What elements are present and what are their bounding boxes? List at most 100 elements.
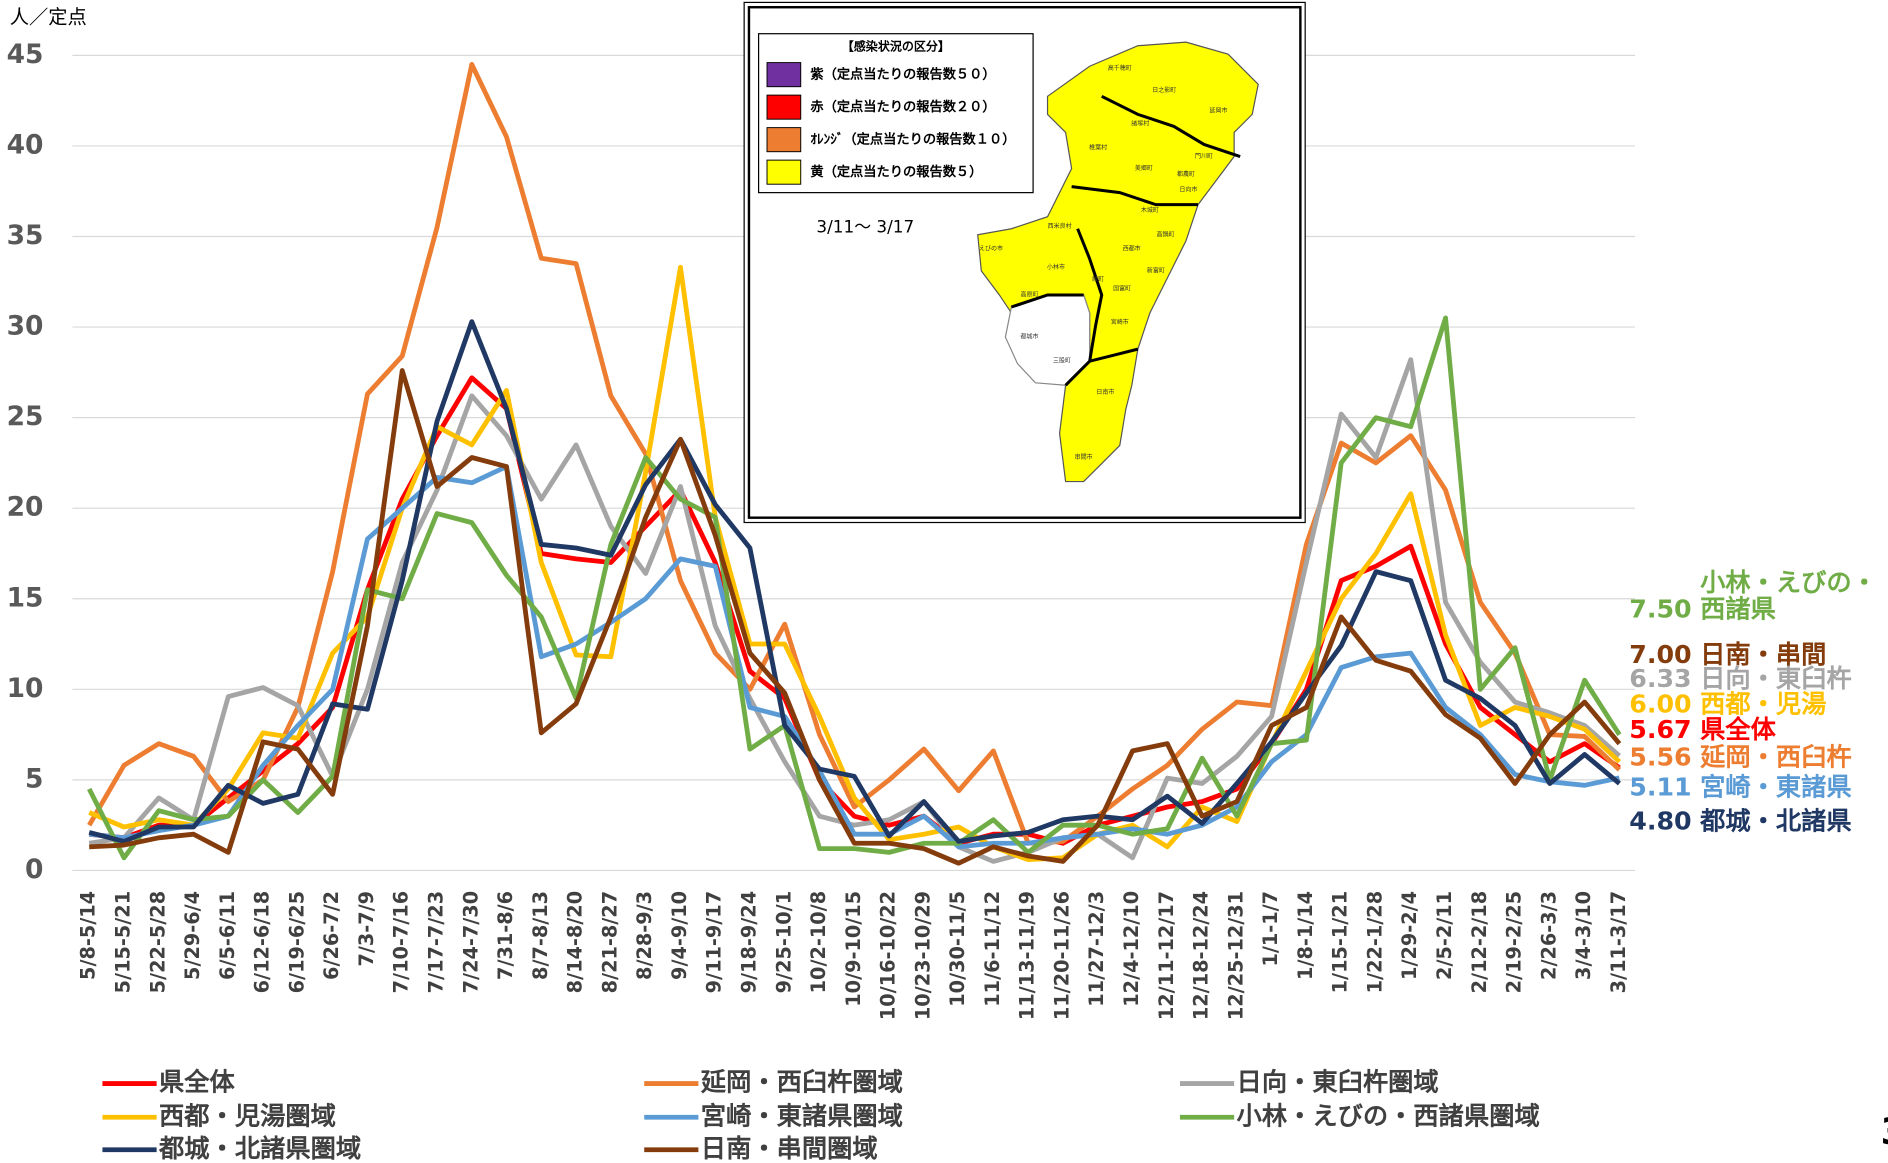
x-tick-label: 6/19-6/25 [285,891,308,993]
end-series-label: 県全体 [1700,715,1777,744]
map-legend-swatch [766,62,802,88]
y-tick-label: 15 [7,582,44,613]
x-tick-label: 11/20-11/26 [1050,891,1073,1020]
map-border [1101,94,1241,158]
x-tick-label: 1/8-1/14 [1294,891,1317,980]
legend-label: 県全体 [159,1068,236,1097]
map-place-label: 都農町 [1177,170,1195,178]
x-tick-label: 12/18-12/24 [1190,891,1213,1020]
map-place-label: 三股町 [1053,358,1071,365]
map-legend-title: 【感染状況の区分】 [842,38,950,53]
x-tick-label: 9/4-9/10 [668,891,691,980]
inset-frame [747,6,1302,519]
map-place-label: 諸塚村 [1131,120,1149,128]
x-tick-label: 6/5-6/11 [216,891,239,980]
x-tick-label: 10/2-10/8 [807,891,830,993]
map-place-label: 門川町 [1195,153,1213,160]
map-inset: 【感染状況の区分】 3/11～ 3/17 紫（定点当たりの報告数５０） 赤（定点当… [743,1,1306,524]
map-place-label: 西都市 [1123,245,1141,253]
x-tick-label: 5/22-5/28 [146,891,169,993]
x-tick-label: 5/15-5/21 [111,891,134,993]
y-tick-label: 5 [25,763,43,794]
map-place-label: 綾町 [1092,275,1104,283]
y-tick-label: 45 [7,39,44,70]
map-legend-label: 紫（定点当たりの報告数５０） [810,66,995,83]
x-tick-label: 1/29-2/4 [1398,891,1421,980]
end-value-label: 5.67 [1629,715,1691,744]
map-place-label: 都城市 [1020,333,1038,341]
end-series-label: 日向・東臼杵 [1700,664,1852,693]
x-tick-label: 8/21-8/27 [598,891,621,993]
end-value-label: 6.33 [1629,664,1691,693]
x-tick-label: 9/18-9/24 [737,891,760,993]
map-place-label: 高原町 [1020,290,1038,298]
end-value-label: 5.11 [1629,773,1691,802]
map-place-label: 串間市 [1075,453,1093,461]
end-value-label: 7.00 [1629,640,1691,669]
x-tick-label: 7/31-8/6 [494,891,517,980]
x-tick-label: 11/27-12/3 [1085,891,1108,1007]
map-legend-label: ｵﾚﾝｼﾞ（定点当たりの報告数１０） [810,131,1015,148]
end-value-label: 7.50 [1629,594,1691,623]
map-place-label: 美郷町 [1135,164,1153,172]
x-tick-label: 1/1-1/7 [1259,891,1282,967]
y-tick-label: 25 [7,401,44,432]
legend-label: 宮崎・東諸県圏域 [701,1101,903,1130]
x-tick-label: 5/29-6/4 [181,891,204,980]
x-tick-label: 2/19-2/25 [1503,891,1526,993]
x-tick-label: 12/11-12/17 [1155,891,1178,1020]
legend-label: 延岡・西臼杵圏域 [700,1068,903,1097]
end-series-label: 延岡・西臼杵 [1699,742,1852,771]
x-tick-label: 10/23-10/29 [911,891,934,1020]
label-line: 小林・えびの・ [1700,568,1877,597]
end-value-label: 5.56 [1629,742,1691,771]
map-place-label: えびの市 [979,245,1003,253]
map-legend-label: 赤（定点当たりの報告数２０） [810,98,995,115]
map-place-label: 小林市 [1047,263,1065,271]
x-tick-label: 8/7-8/13 [529,891,552,980]
x-tick-label: 2/12-2/18 [1468,891,1491,993]
legend-label: 小林・えびの・西諸県圏域 [1237,1101,1540,1130]
end-series-label: 都城・北諸県 [1699,806,1852,835]
map-legend-swatch [766,127,802,153]
series-line [89,368,1622,866]
end-value-label: 4.80 [1629,806,1691,835]
x-tick-label: 10/16-10/22 [877,891,900,1020]
x-tick-label: 11/13-11/19 [1016,891,1039,1020]
map-place-label: 西米良村 [1048,222,1072,230]
map-legend-swatch [766,94,802,120]
x-tick-label: 7/10-7/16 [390,891,413,993]
series-line [88,464,1620,850]
x-tick-label: 2/5-2/11 [1433,891,1456,980]
legend-label: 日南・串間圏域 [701,1134,878,1163]
x-tick-label: 1/15-1/21 [1329,891,1352,993]
y-tick-label: 35 [7,220,44,251]
x-tick-label: 7/3-7/9 [355,891,378,967]
x-tick-label: 2/26-3/3 [1537,891,1560,980]
x-tick-label: 5/8-5/14 [77,891,100,980]
map-period: 3/11～ 3/17 [816,217,914,237]
end-series-label: 小林・えびの・西諸県 [1700,568,1877,623]
map-legend-box [757,33,1034,194]
map-place-label: 日南市 [1096,388,1114,396]
x-tick-label: 11/6-11/12 [981,891,1004,1007]
x-tick-label: 12/25-12/31 [1224,891,1247,1020]
legend-label: 西都・児湯圏域 [159,1101,336,1130]
map-place-label: 新富町 [1147,266,1165,274]
y-tick-label: 30 [7,311,44,342]
x-tick-label: 6/12-6/18 [251,891,274,993]
x-tick-label: 9/11-9/17 [703,891,726,993]
label-line: 西諸県 [1700,594,1776,623]
series-line [87,62,1622,846]
map-place-label: 国富町 [1113,284,1131,292]
x-tick-label: 12/4-12/10 [1120,891,1143,1007]
map-border [1071,185,1199,207]
map-place-label: 椎葉村 [1089,144,1107,152]
map-region [977,41,1259,483]
map-place-label: 延岡市 [1209,106,1227,114]
end-series-label: 西都・児湯 [1700,690,1826,719]
end-series-label: 日南・串間 [1700,640,1826,669]
map-legend-swatch [766,159,802,185]
